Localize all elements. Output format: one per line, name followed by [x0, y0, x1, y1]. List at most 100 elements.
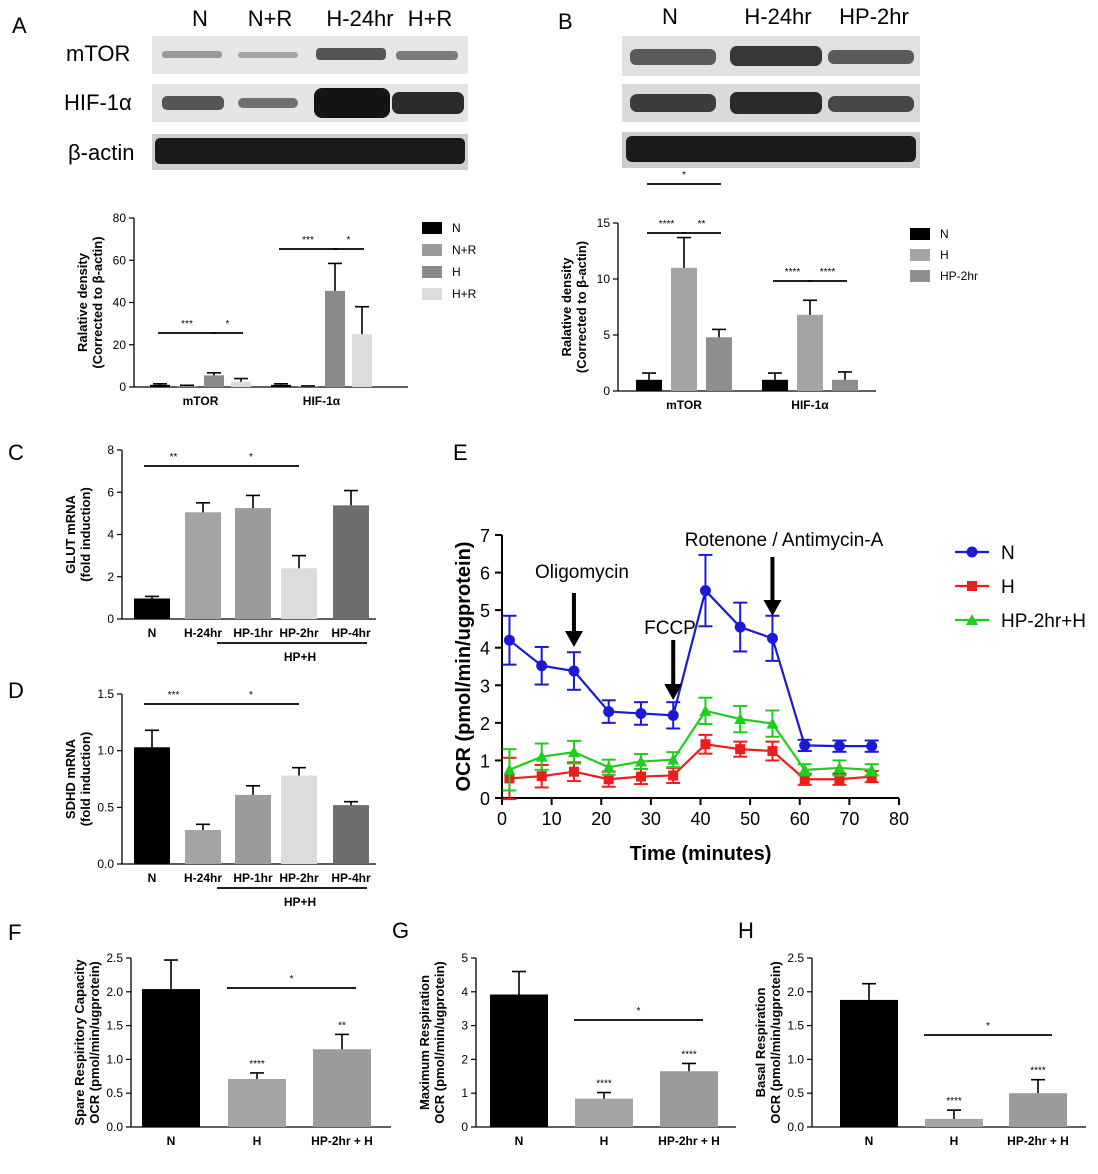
- data-point: [799, 774, 810, 785]
- y-tick-label: 1: [461, 1086, 468, 1100]
- y-tick-label: 0.0: [106, 1120, 123, 1134]
- bar: [706, 337, 732, 391]
- y-axis-label-line: GLUT mRNA: [63, 495, 78, 574]
- x-tick-label: H-24hr: [184, 871, 222, 885]
- chart-g: 0 1 2 3 4 5 Maximum RespirationOCR (pmol/min/u…: [417, 951, 736, 1148]
- significance-label: ***: [181, 319, 193, 330]
- x-tick-label: HP-2hr + H: [311, 1134, 373, 1148]
- legend-swatch: [422, 266, 442, 278]
- chart-a: 0 20 40 60 80 Ralative density(Corrected to β…: [75, 211, 477, 408]
- bar: [490, 994, 548, 1127]
- bar: [235, 794, 271, 864]
- data-point: [866, 771, 877, 782]
- y-tick-label: 8: [107, 443, 114, 457]
- y-tick-label: 5: [603, 328, 610, 342]
- y-tick-label: 0: [480, 789, 490, 809]
- data-point: [667, 753, 680, 765]
- data-point: [799, 739, 811, 751]
- legend-label: N: [940, 227, 949, 241]
- bar: [134, 598, 170, 619]
- legend-swatch: [910, 270, 930, 282]
- y-axis-label: Ralative density(Corrected to β-actin): [559, 241, 589, 373]
- y-tick-label: 2: [107, 570, 114, 584]
- data-point: [535, 750, 548, 762]
- legend-label: HP-2hr+H: [1001, 611, 1086, 632]
- bar: [313, 1049, 371, 1127]
- y-tick-label: 1: [480, 751, 490, 771]
- y-tick-label: 3: [461, 1019, 468, 1033]
- data-point: [865, 763, 878, 775]
- legend-label: H: [452, 265, 461, 279]
- data-point: [699, 585, 711, 597]
- legend-swatch: [422, 244, 442, 256]
- y-tick-label: 15: [597, 216, 611, 230]
- blot-band: [828, 96, 914, 112]
- x-tick-label: 70: [839, 809, 859, 829]
- blot-band: [730, 46, 822, 66]
- x-tick-label: N: [148, 626, 157, 640]
- y-tick-label: 0.5: [106, 1086, 123, 1100]
- x-tick-label: HP-2hr: [279, 626, 319, 640]
- bar-significance-label: ****: [249, 1059, 265, 1070]
- x-tick-label: H: [600, 1134, 609, 1148]
- significance-label: *: [226, 319, 230, 330]
- x-tick-label: HP-4hr: [331, 626, 371, 640]
- significance-label: **: [698, 219, 706, 230]
- y-axis-label-line: Maximum Respiration: [417, 975, 432, 1110]
- significance-label: *: [249, 452, 253, 463]
- y-tick-label: 10: [597, 272, 611, 286]
- significance-label: ****: [785, 267, 801, 278]
- blot-band: [630, 94, 716, 112]
- y-tick-label: 0.0: [787, 1120, 804, 1134]
- y-axis-label-line: OCR (pmol/min/ugprotein): [87, 961, 102, 1123]
- western-blot-a: N N+R H-24hr H+R mTOR HIF-1α β-actin: [64, 6, 468, 170]
- data-point: [833, 761, 846, 773]
- panel-label-c: C: [8, 440, 24, 465]
- data-point: [568, 665, 580, 677]
- y-axis-label-line: Basal Respiration: [753, 988, 768, 1098]
- legend-label: HP-2hr: [940, 269, 978, 283]
- legend-label: H: [1001, 577, 1015, 598]
- blot-band: [626, 136, 916, 162]
- bar: [142, 989, 200, 1127]
- blot-row-label-hif: HIF-1α: [64, 90, 132, 115]
- data-point: [767, 746, 778, 757]
- y-axis-label: Basal RespirationOCR (pmol/min/ugprotein…: [753, 961, 783, 1123]
- group-label: HP+H: [284, 650, 316, 664]
- data-point: [503, 634, 515, 646]
- x-tick-label: 40: [690, 809, 710, 829]
- chart-f: 0.0 0.5 1.0 1.5 2.0 2.5 Spare Respiritory Capa…: [72, 951, 391, 1148]
- blot-band: [396, 51, 458, 60]
- x-tick-label: HP-2hr: [279, 871, 319, 885]
- bar-significance-label: ****: [596, 1079, 612, 1090]
- data-point: [536, 771, 547, 782]
- y-axis-label-line: Ralative density: [559, 257, 574, 357]
- y-axis-label: SDHD mRNA(fold induction): [63, 732, 93, 827]
- bar: [797, 314, 823, 391]
- y-axis-label-line: (fold induction): [78, 732, 93, 827]
- y-tick-label: 1.5: [787, 1019, 804, 1033]
- y-axis-label-line: SDHD mRNA: [63, 738, 78, 819]
- chart-b: 0 5 10 15 Ralative density(Corrected to β-ac…: [559, 170, 978, 412]
- y-axis-label: Ralative density(Corrected to β-actin): [75, 236, 105, 368]
- x-tick-label: HP-2hr + H: [658, 1134, 720, 1148]
- y-tick-label: 0.5: [787, 1086, 804, 1100]
- y-tick-label: 0.5: [97, 800, 114, 814]
- significance-label: *: [347, 235, 351, 246]
- chart-h: 0.0 0.5 1.0 1.5 2.0 2.5 Basal RespirationOCR (…: [753, 951, 1086, 1148]
- bar: [660, 1071, 718, 1127]
- bar: [333, 505, 369, 619]
- panel-label-d: D: [8, 678, 24, 703]
- y-tick-label: 6: [480, 564, 490, 584]
- blot-band: [155, 138, 465, 164]
- blot-band: [162, 51, 222, 58]
- x-tick-label: N: [515, 1134, 524, 1148]
- legend-swatch: [910, 228, 930, 240]
- y-axis-label-line: Ralative density: [75, 252, 90, 352]
- y-tick-label: 1.0: [106, 1052, 123, 1066]
- blot-band: [828, 50, 914, 64]
- data-point: [866, 740, 878, 752]
- data-point: [766, 632, 778, 644]
- legend-label: N: [452, 221, 461, 235]
- blot-b-lane-label: HP-2hr: [839, 4, 909, 29]
